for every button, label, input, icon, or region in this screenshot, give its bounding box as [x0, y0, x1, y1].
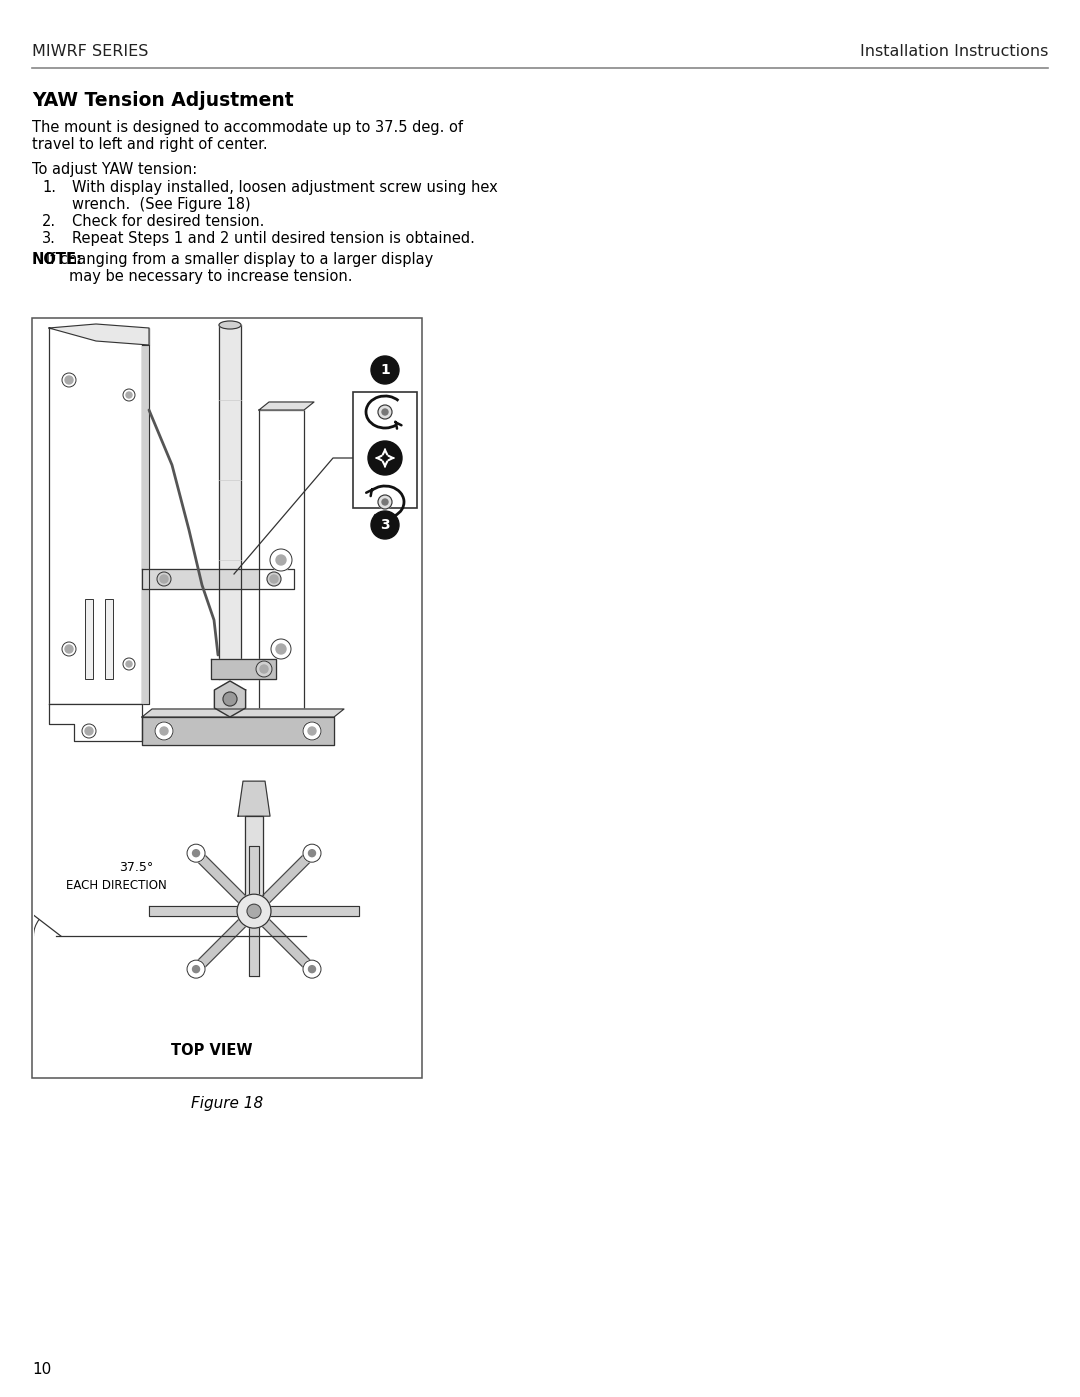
Circle shape [157, 571, 171, 585]
Text: Check for desired tension.: Check for desired tension. [72, 214, 265, 229]
Text: 3: 3 [380, 518, 390, 532]
Polygon shape [141, 345, 149, 704]
Polygon shape [141, 710, 345, 717]
Polygon shape [259, 402, 314, 409]
Circle shape [309, 965, 315, 972]
Text: With display installed, loosen adjustment screw using hex: With display installed, loosen adjustmen… [72, 180, 498, 196]
Circle shape [156, 722, 173, 740]
Circle shape [256, 661, 272, 678]
Text: Repeat Steps 1 and 2 until desired tension is obtained.: Repeat Steps 1 and 2 until desired tensi… [72, 231, 475, 246]
Polygon shape [219, 326, 241, 679]
Circle shape [160, 726, 168, 735]
Circle shape [65, 645, 73, 652]
Circle shape [126, 393, 132, 398]
Circle shape [160, 576, 168, 583]
Text: 10: 10 [32, 1362, 51, 1377]
Text: wrench.  (See Figure 18): wrench. (See Figure 18) [72, 197, 251, 212]
Circle shape [267, 571, 281, 585]
Circle shape [82, 724, 96, 738]
Text: 1.: 1. [42, 180, 56, 196]
Text: travel to left and right of center.: travel to left and right of center. [32, 137, 268, 152]
Polygon shape [141, 569, 294, 590]
Bar [32, 319, 422, 1078]
Circle shape [237, 894, 271, 928]
Circle shape [62, 373, 76, 387]
Text: 1: 1 [380, 363, 390, 377]
Polygon shape [149, 907, 359, 916]
Polygon shape [249, 847, 259, 977]
Circle shape [187, 844, 205, 862]
Circle shape [260, 665, 268, 673]
Polygon shape [215, 680, 245, 717]
Polygon shape [251, 849, 315, 915]
Polygon shape [251, 908, 315, 972]
Bar [105, 599, 113, 679]
Text: Figure 18: Figure 18 [191, 1097, 264, 1111]
Circle shape [303, 722, 321, 740]
Circle shape [270, 549, 292, 571]
Polygon shape [141, 717, 334, 745]
Text: 3.: 3. [42, 231, 56, 246]
Circle shape [368, 441, 402, 475]
Polygon shape [192, 849, 257, 915]
Text: If changing from a smaller display to a larger display: If changing from a smaller display to a … [32, 251, 433, 267]
Circle shape [123, 388, 135, 401]
Circle shape [378, 495, 392, 509]
Circle shape [247, 904, 261, 918]
Circle shape [270, 576, 278, 583]
Text: Installation Instructions: Installation Instructions [860, 45, 1048, 60]
Polygon shape [49, 324, 149, 345]
Circle shape [65, 376, 73, 384]
Polygon shape [259, 409, 303, 710]
Polygon shape [49, 704, 141, 740]
Text: NOTE:: NOTE: [32, 251, 83, 267]
Circle shape [382, 409, 388, 415]
Circle shape [276, 644, 286, 654]
Circle shape [222, 692, 237, 705]
Text: The mount is designed to accommodate up to 37.5 deg. of: The mount is designed to accommodate up … [32, 120, 463, 136]
Circle shape [192, 965, 200, 972]
Polygon shape [211, 659, 276, 679]
Ellipse shape [219, 321, 241, 330]
Circle shape [187, 960, 205, 978]
Text: MIWRF SERIES: MIWRF SERIES [32, 45, 148, 60]
Polygon shape [192, 908, 257, 972]
Text: 37.5°: 37.5° [119, 861, 153, 875]
Circle shape [372, 356, 399, 384]
Circle shape [62, 643, 76, 657]
Circle shape [123, 658, 135, 671]
Polygon shape [238, 781, 270, 816]
Circle shape [308, 726, 316, 735]
Circle shape [372, 511, 399, 539]
Bar [85, 599, 93, 679]
Text: To adjust YAW tension:: To adjust YAW tension: [32, 162, 198, 177]
Circle shape [276, 555, 286, 564]
Circle shape [303, 960, 321, 978]
Text: TOP VIEW: TOP VIEW [171, 1044, 253, 1058]
Polygon shape [49, 328, 149, 704]
Circle shape [309, 849, 315, 856]
Text: may be necessary to increase tension.: may be necessary to increase tension. [32, 270, 352, 284]
Polygon shape [245, 816, 264, 900]
Bar [353, 393, 417, 509]
Circle shape [192, 849, 200, 856]
Circle shape [85, 726, 93, 735]
Circle shape [378, 405, 392, 419]
Circle shape [126, 661, 132, 666]
Circle shape [271, 638, 291, 659]
Circle shape [303, 844, 321, 862]
Text: 2.: 2. [42, 214, 56, 229]
Text: EACH DIRECTION: EACH DIRECTION [66, 879, 166, 893]
Text: YAW Tension Adjustment: YAW Tension Adjustment [32, 91, 294, 109]
Circle shape [382, 499, 388, 504]
